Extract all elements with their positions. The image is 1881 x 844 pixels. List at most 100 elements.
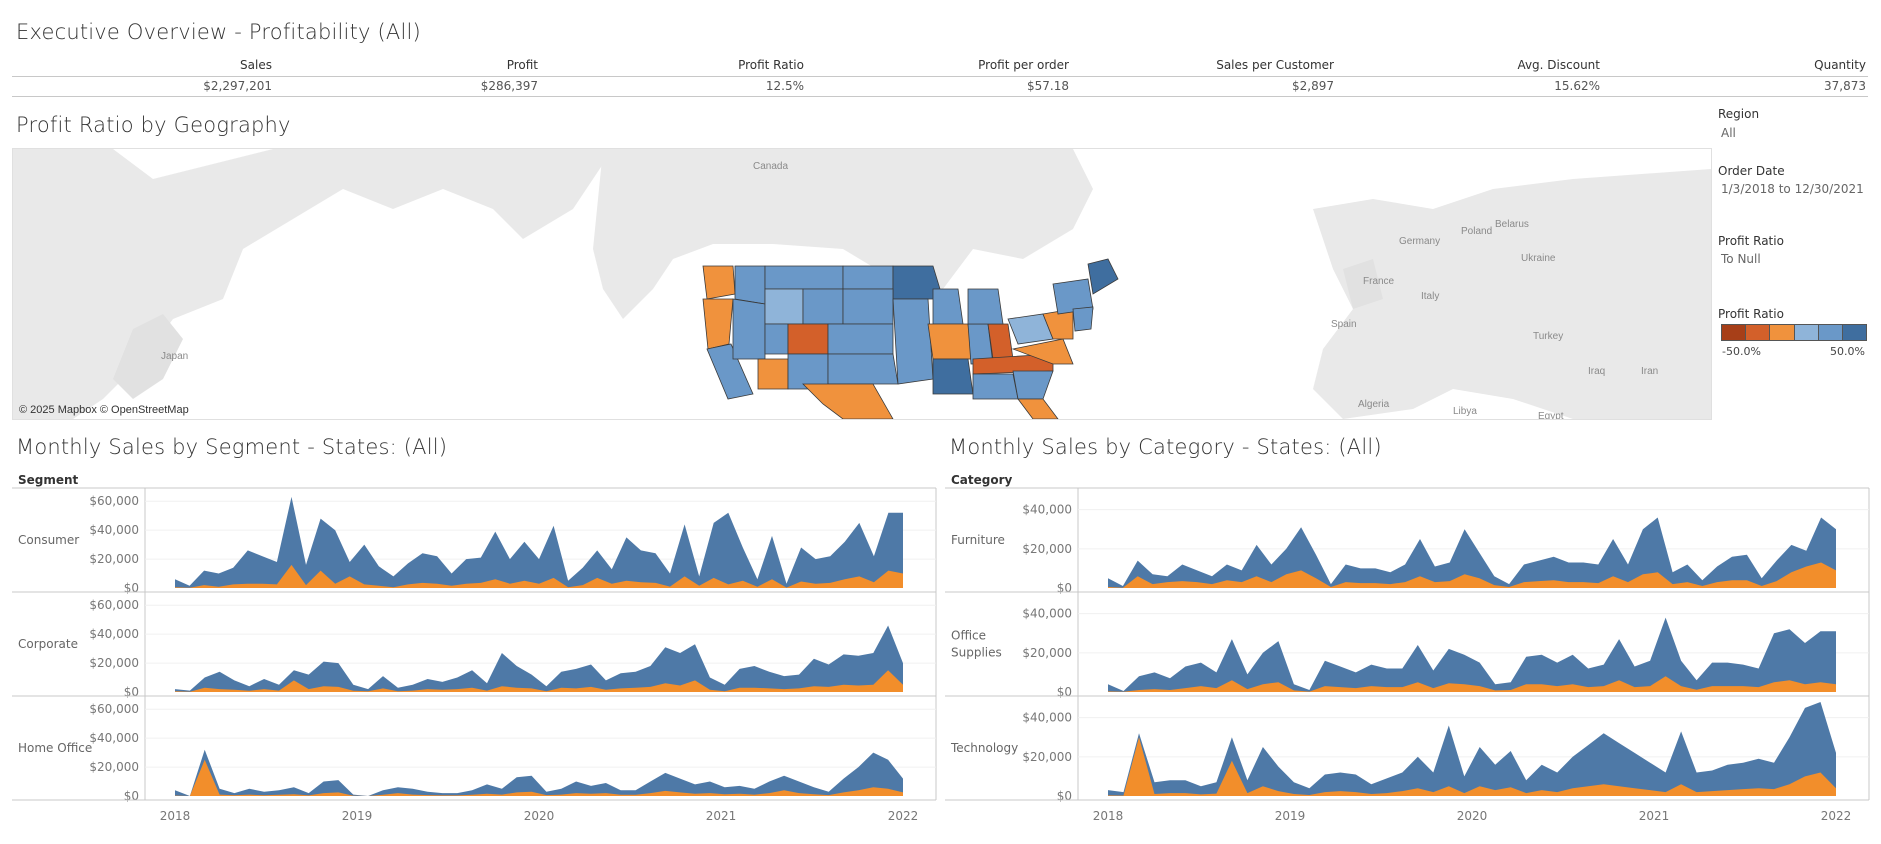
kpi-sales-label: Sales — [240, 58, 272, 72]
map-label-belarus: Belarus — [1495, 219, 1529, 230]
legend-swatch-4 — [1818, 325, 1843, 340]
segment-y-tick: $60,000 — [89, 702, 139, 716]
map-label-turkey: Turkey — [1533, 331, 1563, 342]
map-label-iraq: Iraq — [1588, 366, 1605, 377]
segment-y-tick: $40,000 — [89, 731, 139, 745]
order-date-filter-label: Order Date — [1718, 164, 1785, 178]
kpi-profit-ratio-label: Profit Ratio — [738, 58, 804, 72]
segment-x-tick: 2019 — [342, 809, 373, 823]
region-filter-value[interactable]: All — [1721, 126, 1736, 140]
us-states — [702, 258, 1119, 420]
kpi-avg-discount-label: Avg. Discount — [1517, 58, 1600, 72]
category-y-tick: $20,000 — [1022, 750, 1072, 764]
kpi-bottom-divider — [12, 96, 1868, 97]
order-date-filter-value[interactable]: 1/3/2018 to 12/30/2021 — [1721, 182, 1864, 196]
map-canvas: Canada Japan Germany Poland Belarus Ukra… — [13, 149, 1711, 422]
legend-swatch-2 — [1770, 325, 1795, 340]
segment-y-tick: $20,000 — [89, 760, 139, 774]
region-filter-label: Region — [1718, 107, 1760, 121]
map-label-egypt: Egypt — [1538, 411, 1564, 419]
category-sales-area[interactable] — [1108, 617, 1836, 692]
map-attribution: © 2025 Mapbox © OpenStreetMap — [19, 404, 189, 416]
segment-profit-area[interactable] — [175, 670, 903, 692]
kpi-sales-value: $2,297,201 — [203, 79, 272, 93]
segment-y-tick: $40,000 — [89, 523, 139, 537]
kpi-sales-per-customer-label: Sales per Customer — [1216, 58, 1334, 72]
category-area-chart: Category $40,000 $20,000 $0 Furniture $40,000… — [945, 473, 1870, 823]
map-label-libya: Libya — [1453, 406, 1477, 417]
segment-x-tick: 2022 — [888, 809, 919, 823]
map-label-poland: Poland — [1461, 226, 1492, 237]
category-y-tick: $40,000 — [1022, 711, 1072, 725]
map-label-spain: Spain — [1331, 319, 1357, 330]
segment-y-tick: $0 — [124, 581, 139, 595]
kpi-divider — [12, 76, 1868, 77]
segment-x-tick: 2020 — [524, 809, 555, 823]
segment-y-tick: $20,000 — [89, 552, 139, 566]
category-sales-area[interactable] — [1108, 702, 1836, 796]
segment-sales-area[interactable] — [175, 496, 903, 588]
category-x-tick: 2019 — [1275, 809, 1306, 823]
map-label-france: France — [1363, 276, 1395, 287]
legend-swatch-1 — [1746, 325, 1771, 340]
segment-panel-label: Corporate — [18, 637, 78, 651]
legend-min-label: -50.0% — [1722, 345, 1761, 358]
category-panel-label: Office — [951, 629, 986, 643]
kpi-quantity-value: 37,873 — [1824, 79, 1866, 93]
legend-swatch-3 — [1794, 325, 1819, 340]
legend-swatch-5 — [1842, 325, 1867, 340]
segment-y-tick: $60,000 — [89, 598, 139, 612]
segment-y-tick: $0 — [124, 685, 139, 699]
segment-profit-area[interactable] — [175, 564, 903, 588]
kpi-profit-per-order-value: $57.18 — [1027, 79, 1069, 93]
map-label-japan: Japan — [161, 351, 188, 362]
profit-ratio-color-legend — [1721, 324, 1867, 341]
category-y-tick: $0 — [1057, 581, 1072, 595]
kpi-profit-value: $286,397 — [480, 79, 538, 93]
dashboard-title: Executive Overview - Profitability (All) — [16, 20, 421, 44]
segment-sales-area[interactable] — [175, 625, 903, 693]
category-y-tick: $20,000 — [1022, 542, 1072, 556]
kpi-profit-ratio-value: 12.5% — [765, 79, 804, 93]
segment-y-tick: $40,000 — [89, 627, 139, 641]
kpi-quantity-label: Quantity — [1814, 58, 1866, 72]
category-panel-label: Furniture — [951, 533, 1005, 547]
category-y-tick: $0 — [1057, 789, 1072, 803]
category-y-tick: $0 — [1057, 685, 1072, 699]
kpi-profit-label: Profit — [506, 58, 538, 72]
category-panel-label: Supplies — [951, 646, 1002, 660]
segment-y-tick: $0 — [124, 789, 139, 803]
map-label-iran: Iran — [1641, 366, 1658, 377]
category-x-tick: 2020 — [1457, 809, 1488, 823]
category-sales-area[interactable] — [1108, 517, 1836, 589]
kpi-avg-discount-value: 15.62% — [1554, 79, 1600, 93]
profit-ratio-filter-label: Profit Ratio — [1718, 234, 1784, 248]
category-panel-label: Technology — [950, 741, 1018, 755]
segment-chart-title: Monthly Sales by Segment - States: (All) — [16, 435, 448, 459]
category-row-header: Category — [951, 473, 1013, 487]
profit-ratio-legend-label: Profit Ratio — [1718, 307, 1784, 321]
kpi-sales-per-customer-value: $2,897 — [1292, 79, 1334, 93]
profit-ratio-filter-value[interactable]: To Null — [1721, 252, 1761, 266]
segment-sales-area[interactable] — [175, 749, 903, 796]
legend-max-label: 50.0% — [1830, 345, 1865, 358]
segment-panel-label: Consumer — [18, 533, 79, 547]
legend-swatch-0 — [1722, 325, 1747, 340]
profit-ratio-map[interactable]: Canada Japan Germany Poland Belarus Ukra… — [12, 148, 1712, 422]
category-chart-title: Monthly Sales by Category - States: (All… — [949, 435, 1382, 459]
category-y-tick: $40,000 — [1022, 607, 1072, 621]
segment-y-tick: $20,000 — [89, 656, 139, 670]
category-y-tick: $20,000 — [1022, 646, 1072, 660]
segment-x-tick: 2021 — [706, 809, 737, 823]
map-label-ukraine: Ukraine — [1521, 253, 1556, 264]
map-label-canada: Canada — [753, 161, 788, 172]
category-profit-area[interactable] — [1108, 676, 1836, 692]
category-x-tick: 2018 — [1093, 809, 1124, 823]
segment-row-header: Segment — [18, 473, 79, 487]
category-y-tick: $40,000 — [1022, 503, 1072, 517]
segment-area-chart: Segment $60,000 $40,000 $20,000 $0 Consumer $6… — [12, 473, 937, 823]
kpi-profit-per-order-label: Profit per order — [978, 58, 1069, 72]
category-profit-area[interactable] — [1108, 737, 1836, 796]
category-profit-area[interactable] — [1108, 562, 1836, 589]
category-x-tick: 2021 — [1639, 809, 1670, 823]
